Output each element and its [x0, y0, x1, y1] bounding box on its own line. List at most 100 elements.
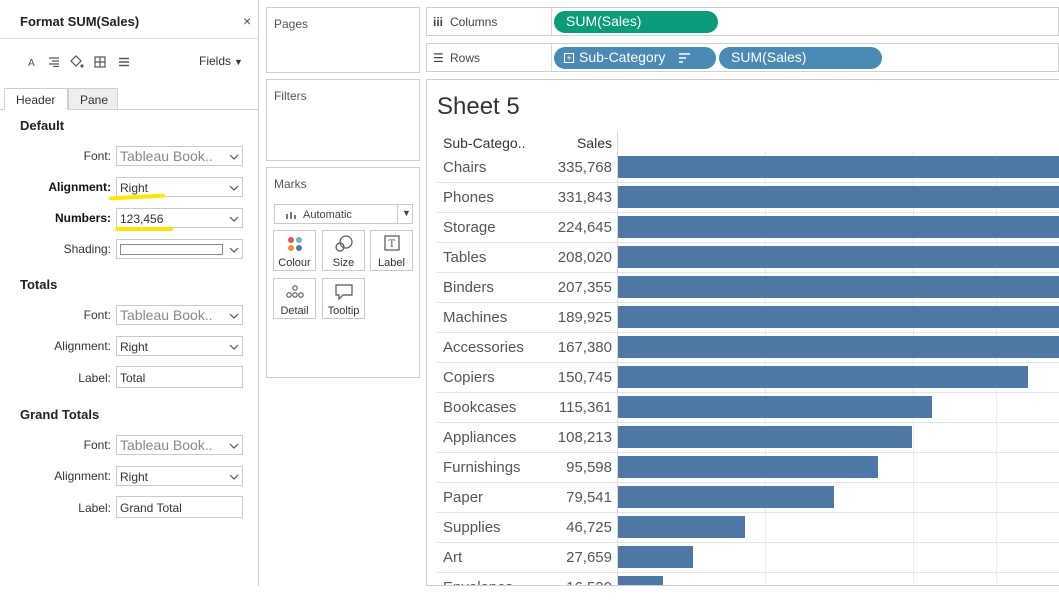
sales-bar[interactable]	[618, 306, 1059, 328]
row-divider	[437, 182, 1059, 183]
tab-pane[interactable]: Pane	[68, 88, 118, 110]
alignment-format-icon[interactable]	[46, 54, 62, 70]
sales-bar[interactable]	[618, 426, 912, 448]
sales-bar[interactable]	[618, 576, 663, 585]
row-divider	[437, 422, 1059, 423]
grand-totals-label-input[interactable]: Grand Total	[116, 496, 243, 518]
category-label[interactable]: Supplies	[443, 519, 501, 536]
sales-value[interactable]: 224,645	[557, 219, 612, 236]
columns-icon: iii	[433, 15, 444, 29]
sales-bar[interactable]	[618, 246, 1059, 268]
sales-value[interactable]: 27,659	[566, 549, 612, 566]
sales-bar[interactable]	[618, 336, 1059, 358]
sales-bar[interactable]	[618, 486, 834, 508]
sales-value[interactable]: 207,355	[557, 279, 612, 296]
category-label[interactable]: Appliances	[443, 429, 517, 446]
columns-shelf[interactable]: iii Columns SUM(Sales)	[426, 7, 1059, 36]
sub-category-header[interactable]: Sub-Catego..	[443, 135, 526, 151]
category-label[interactable]: Furnishings	[443, 459, 521, 476]
totals-alignment-dropdown[interactable]: Right	[116, 336, 243, 356]
chevron-down-icon	[229, 185, 239, 191]
sales-value[interactable]: 167,380	[557, 339, 612, 356]
detail-button[interactable]: Detail	[273, 278, 316, 319]
colour-button[interactable]: Colour	[273, 230, 316, 271]
lines-format-icon[interactable]	[116, 54, 132, 70]
sales-bar[interactable]	[618, 276, 1059, 298]
divider	[0, 38, 258, 39]
columns-label-text: Columns	[450, 15, 498, 29]
mark-type-dropdown[interactable]: Automatic ▼	[274, 204, 413, 224]
sales-bar[interactable]	[618, 546, 693, 568]
sales-bar[interactable]	[618, 366, 1028, 388]
totals-label-label: Label:	[78, 371, 111, 385]
sales-value[interactable]: 79,541	[566, 489, 612, 506]
size-button[interactable]: Size	[322, 230, 365, 271]
default-numbers-dropdown[interactable]: 123,456	[116, 208, 243, 228]
fields-dropdown[interactable]: Fields ▼	[199, 54, 243, 68]
default-font-label: Font:	[83, 149, 111, 163]
sales-value[interactable]: 335,768	[557, 159, 612, 176]
default-shading-dropdown[interactable]	[116, 239, 243, 259]
category-label[interactable]: Phones	[443, 189, 494, 206]
category-label[interactable]: Bookcases	[443, 399, 517, 416]
default-alignment-dropdown[interactable]: Right	[116, 177, 243, 197]
category-label[interactable]: Binders	[443, 279, 494, 296]
row-divider	[437, 452, 1059, 453]
tooltip-button[interactable]: Tooltip	[322, 278, 365, 319]
sales-value[interactable]: 16,520	[543, 579, 612, 585]
totals-alignment-value: Right	[120, 340, 149, 354]
grand-totals-font-value: Tableau Book..	[120, 437, 213, 453]
category-label[interactable]: Storage	[443, 219, 496, 236]
category-label[interactable]: Copiers	[443, 369, 495, 386]
category-label[interactable]: Accessories	[443, 339, 524, 356]
chevron-down-icon	[229, 443, 239, 449]
sales-bar[interactable]	[618, 216, 1059, 238]
default-font-dropdown[interactable]: Tableau Book..	[116, 146, 243, 166]
sales-bar[interactable]	[618, 396, 932, 418]
sales-value[interactable]: 46,725	[566, 519, 612, 536]
sales-value[interactable]: 95,598	[566, 459, 612, 476]
sales-value[interactable]: 331,843	[557, 189, 612, 206]
totals-label-input[interactable]: Total	[116, 366, 243, 388]
sales-value[interactable]: 150,745	[557, 369, 612, 386]
sales-value[interactable]: 115,361	[558, 399, 612, 416]
sales-bar[interactable]	[618, 156, 1059, 178]
pages-card[interactable]: Pages	[266, 7, 420, 73]
totals-font-dropdown[interactable]: Tableau Book..	[116, 305, 243, 325]
rows-pill-sum-sales[interactable]: SUM(Sales)	[719, 47, 882, 69]
sales-bar[interactable]	[618, 456, 878, 478]
category-label[interactable]: Art	[443, 549, 463, 566]
row-divider	[437, 512, 1059, 513]
category-label[interactable]: Chairs	[443, 159, 487, 176]
sales-header[interactable]: Sales	[576, 135, 612, 151]
category-label[interactable]: Paper	[443, 489, 484, 506]
category-label[interactable]: Machines	[443, 309, 508, 326]
default-numbers-label: Numbers:	[54, 211, 111, 225]
rows-pill-sub-category[interactable]: + Sub-Category	[554, 47, 716, 69]
sales-value[interactable]: 208,020	[557, 249, 612, 266]
grand-totals-alignment-dropdown[interactable]: Right	[116, 466, 243, 486]
sheet-title: Sheet 5	[437, 93, 520, 120]
filters-card[interactable]: Filters	[266, 79, 420, 161]
header-divider	[617, 131, 618, 585]
marks-card-title: Marks	[274, 177, 307, 191]
tab-header[interactable]: Header	[4, 88, 68, 110]
category-label[interactable]: Tables	[443, 249, 487, 266]
totals-font-value: Tableau Book..	[120, 307, 213, 323]
default-alignment-value: Right	[120, 181, 149, 195]
rows-shelf[interactable]: ☰ Rows + Sub-Category SUM(Sales)	[426, 43, 1059, 72]
label-button[interactable]: T Label	[370, 230, 413, 271]
sales-bar[interactable]	[618, 186, 1059, 208]
shading-format-icon[interactable]	[68, 54, 84, 70]
category-label[interactable]: Envelopes	[443, 579, 513, 585]
close-icon[interactable]: ×	[243, 13, 252, 29]
sales-value[interactable]: 189,925	[557, 309, 612, 326]
colour-label: Colour	[278, 257, 311, 269]
columns-pill-sum-sales[interactable]: SUM(Sales)	[554, 11, 718, 33]
sales-bar[interactable]	[618, 516, 745, 538]
rows-icon: ☰	[433, 51, 444, 65]
borders-format-icon[interactable]	[92, 54, 108, 70]
sales-value[interactable]: 108,213	[557, 429, 612, 446]
font-format-icon[interactable]: A	[24, 54, 40, 70]
grand-totals-font-dropdown[interactable]: Tableau Book..	[116, 435, 243, 455]
